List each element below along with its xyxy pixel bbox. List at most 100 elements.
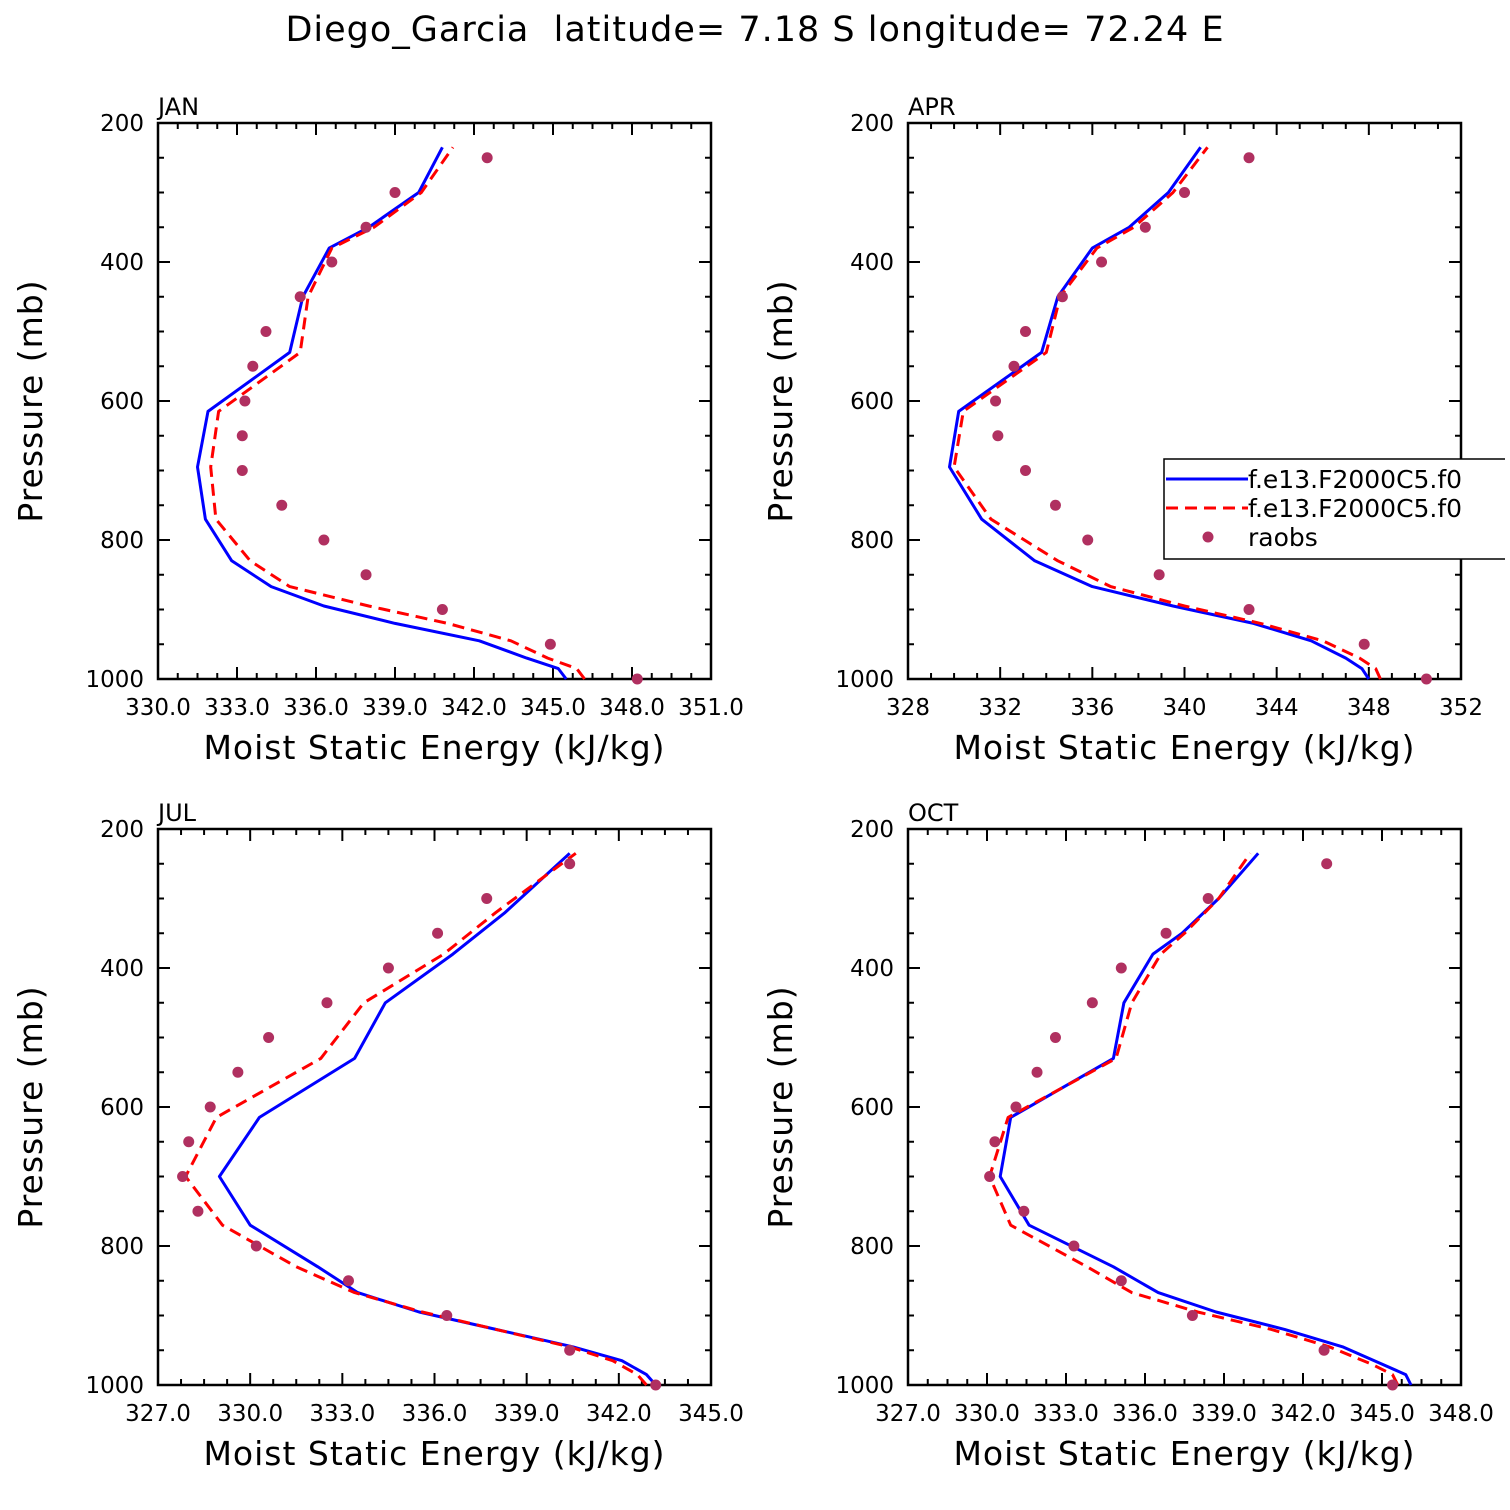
raobs-point (1139, 221, 1151, 233)
page-title: Diego_Garcia latitude= 7.18 S longitude=… (285, 10, 1225, 50)
x-axis-title: Moist Static Energy (kJ/kg) (203, 1434, 665, 1473)
legend-label: f.e13.F2000C5.f0 (1248, 465, 1462, 494)
y-axis-title: Pressure (mb) (11, 985, 50, 1228)
raobs-point (1096, 256, 1108, 268)
x-tick-label: 345.0 (1349, 1401, 1415, 1427)
raobs-point (1160, 927, 1172, 939)
raobs-point (650, 1379, 662, 1391)
y-tick-label: 400 (100, 956, 144, 982)
raobs-point (432, 927, 444, 939)
raobs-points (236, 152, 643, 685)
x-tick-label: 330.0 (125, 695, 191, 721)
raobs-point (239, 395, 251, 407)
tick-marks (157, 122, 712, 680)
panel-label-apr: APR (908, 93, 956, 121)
panel-label-oct: OCT (908, 799, 959, 827)
x-tick-label: 330.0 (217, 1401, 283, 1427)
y-tick-label: 600 (850, 389, 894, 415)
raobs-points (177, 858, 662, 1391)
raobs-point (1243, 152, 1255, 164)
y-tick-label: 600 (850, 1095, 894, 1121)
raobs-point (321, 997, 333, 1009)
raobs-point (342, 1275, 354, 1287)
x-tick-label: 339.0 (494, 1401, 560, 1427)
x-tick-label: 340 (1163, 695, 1207, 721)
raobs-point (1086, 997, 1098, 1009)
tick-marks (157, 828, 712, 1386)
y-tick-label: 400 (100, 250, 144, 276)
x-tick-label: 327.0 (125, 1401, 191, 1427)
raobs-point (260, 326, 272, 337)
raobs-point (1243, 604, 1255, 615)
raobs-point (236, 465, 248, 476)
raobs-point (232, 1066, 244, 1078)
legend-label: raobs (1248, 523, 1318, 552)
raobs-point (183, 1136, 195, 1148)
series-line-model-dashed (988, 852, 1400, 1386)
raobs-point (989, 1136, 1001, 1148)
x-axis-title: Moist Static Energy (kJ/kg) (953, 728, 1415, 767)
y-tick-label: 800 (100, 1234, 144, 1260)
chart-svg-apr: 328 332 336 340 344 348 352 200 400 600 800 1000 Moi… (761, 93, 1505, 767)
x-axis-title: Moist Static Energy (kJ/kg) (203, 728, 665, 767)
raobs-point (436, 604, 448, 615)
x-tick-label: 342.0 (441, 695, 507, 721)
x-tick-label: 332 (978, 695, 1022, 721)
raobs-point (564, 1344, 576, 1356)
raobs-point (1056, 291, 1068, 303)
x-tick-label: 342.0 (1270, 1401, 1336, 1427)
y-tick-label: 200 (100, 817, 144, 843)
raobs-point (564, 858, 576, 870)
raobs-point (441, 1310, 453, 1321)
raobs-point (192, 1205, 204, 1217)
raobs-point (1020, 465, 1032, 476)
x-tick-label: 336.0 (1112, 1401, 1178, 1427)
x-tick-label: 333.0 (1033, 1401, 1099, 1427)
raobs-point (1068, 1240, 1080, 1252)
legend-label: f.e13.F2000C5.f0 (1248, 494, 1462, 523)
y-tick-label: 200 (100, 111, 144, 137)
y-axis-title: Pressure (mb) (761, 985, 800, 1228)
raobs-point (1387, 1379, 1399, 1391)
series-line-model-dashed (952, 146, 1382, 680)
raobs-point (544, 638, 556, 650)
y-tick-label: 600 (100, 389, 144, 415)
raobs-point (1179, 187, 1190, 198)
x-axis-title: Moist Static Energy (kJ/kg) (953, 1434, 1415, 1473)
y-tick-label: 1000 (85, 1373, 144, 1399)
x-tick-label: 348 (1347, 695, 1391, 721)
x-tick-label: 345.0 (678, 1401, 744, 1427)
raobs-point (318, 534, 330, 546)
y-tick-label: 400 (850, 956, 894, 982)
y-tick-label: 600 (100, 1095, 144, 1121)
panel-label-jan: JAN (156, 93, 199, 121)
x-tick-label: 344 (1255, 695, 1299, 721)
panel-label-jul: JUL (156, 799, 197, 827)
x-tick-label: 348.0 (599, 695, 665, 721)
raobs-point (1321, 858, 1333, 870)
series-line-model-dashed (209, 146, 586, 680)
x-tick-label: 352 (1439, 695, 1483, 721)
raobs-point (1049, 1032, 1061, 1043)
series-line-model-solid (217, 852, 657, 1386)
x-tick-label: 336 (1070, 695, 1114, 721)
raobs-point (247, 360, 259, 372)
x-tick-label: 333.0 (309, 1401, 375, 1427)
raobs-point (1020, 326, 1032, 337)
legend-marker-raobs (1202, 531, 1214, 543)
raobs-point (276, 499, 288, 511)
raobs-point (1010, 1101, 1022, 1113)
chart-panel-apr: 328 332 336 340 344 348 352 200 400 600 800 1000 Moi… (750, 75, 1505, 780)
raobs-points (990, 152, 1432, 685)
x-tick-label: 342.0 (586, 1401, 652, 1427)
raobs-point (1202, 893, 1214, 904)
raobs-point (984, 1171, 996, 1182)
x-tick-label: 339.0 (362, 695, 428, 721)
raobs-point (326, 256, 338, 268)
x-tick-label: 336.0 (402, 1401, 468, 1427)
x-tick-label: 327.0 (875, 1401, 941, 1427)
raobs-point (250, 1240, 262, 1252)
raobs-point (1031, 1066, 1043, 1078)
raobs-point (1115, 1275, 1127, 1287)
